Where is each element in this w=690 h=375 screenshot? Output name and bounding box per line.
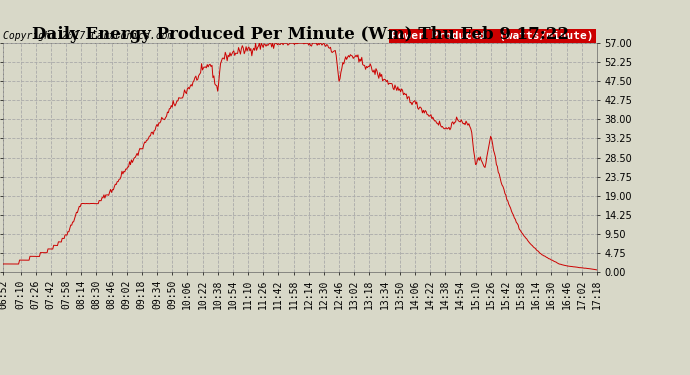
Title: Daily Energy Produced Per Minute (Wm) Thu Feb 9 17:22: Daily Energy Produced Per Minute (Wm) Th… (32, 26, 569, 43)
Text: Copyright 2017 Cartronics.com: Copyright 2017 Cartronics.com (3, 31, 174, 41)
Text: Power Produced  (watts/minute): Power Produced (watts/minute) (391, 31, 594, 41)
